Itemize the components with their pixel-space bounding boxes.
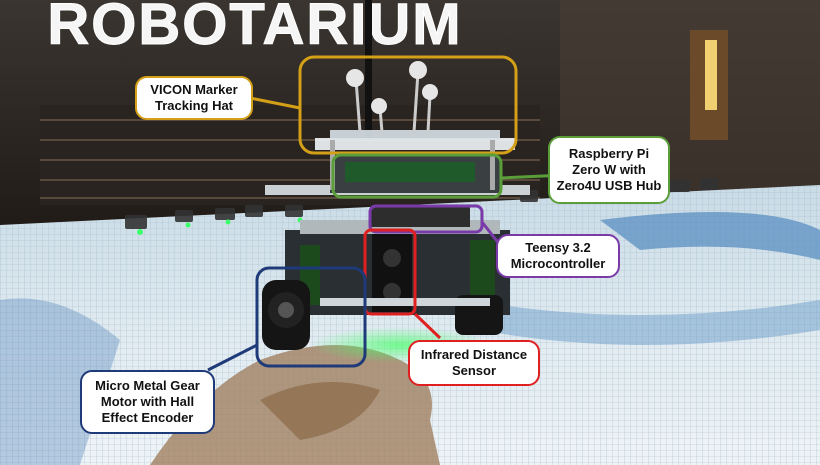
rpi-highlight-box	[331, 153, 503, 199]
callout-rpi-line: Raspberry Pi	[568, 146, 650, 161]
callout-vicon-marker-tracking-hat: VICON Marker Tracking Hat	[135, 76, 253, 120]
callout-infrared-distance-sensor: Infrared Distance Sensor	[408, 340, 540, 386]
ir-highlight-box	[363, 228, 417, 316]
callout-motor-line: Micro Metal Gear	[95, 378, 200, 393]
callout-micro-metal-gear-motor: Micro Metal Gear Motor with Hall Effect En…	[80, 370, 215, 434]
callout-vicon-line: VICON Marker	[150, 82, 238, 97]
robot	[262, 0, 530, 363]
teensy-highlight-box	[368, 204, 484, 234]
motor-leader	[207, 343, 258, 372]
motor-highlight-box	[255, 266, 367, 368]
callout-raspberry-pi: Raspberry Pi Zero W with Zero4U USB Hub	[548, 136, 670, 204]
callout-rpi-line: Zero W with	[572, 162, 646, 177]
callout-motor-line: Motor with Hall	[100, 394, 195, 409]
callout-teensy-microcontroller: Teensy 3.2 Microcontroller	[496, 234, 620, 278]
callout-motor-line: Effect Encoder	[101, 410, 194, 425]
vicon-leader	[249, 96, 301, 110]
callout-teensy-line: Teensy 3.2	[525, 240, 591, 255]
callout-rpi-line: Zero4U USB Hub	[556, 178, 662, 193]
sign-robotarium: ROBOTARIUM	[47, 0, 462, 57]
ir-leader	[413, 312, 442, 340]
callout-ir-line: Sensor	[451, 363, 497, 378]
callout-teensy-line: Microcontroller	[510, 256, 606, 271]
callout-vicon-line: Tracking Hat	[154, 98, 234, 113]
callout-ir-line: Infrared Distance	[420, 347, 528, 362]
vicon-highlight-box	[298, 55, 518, 155]
